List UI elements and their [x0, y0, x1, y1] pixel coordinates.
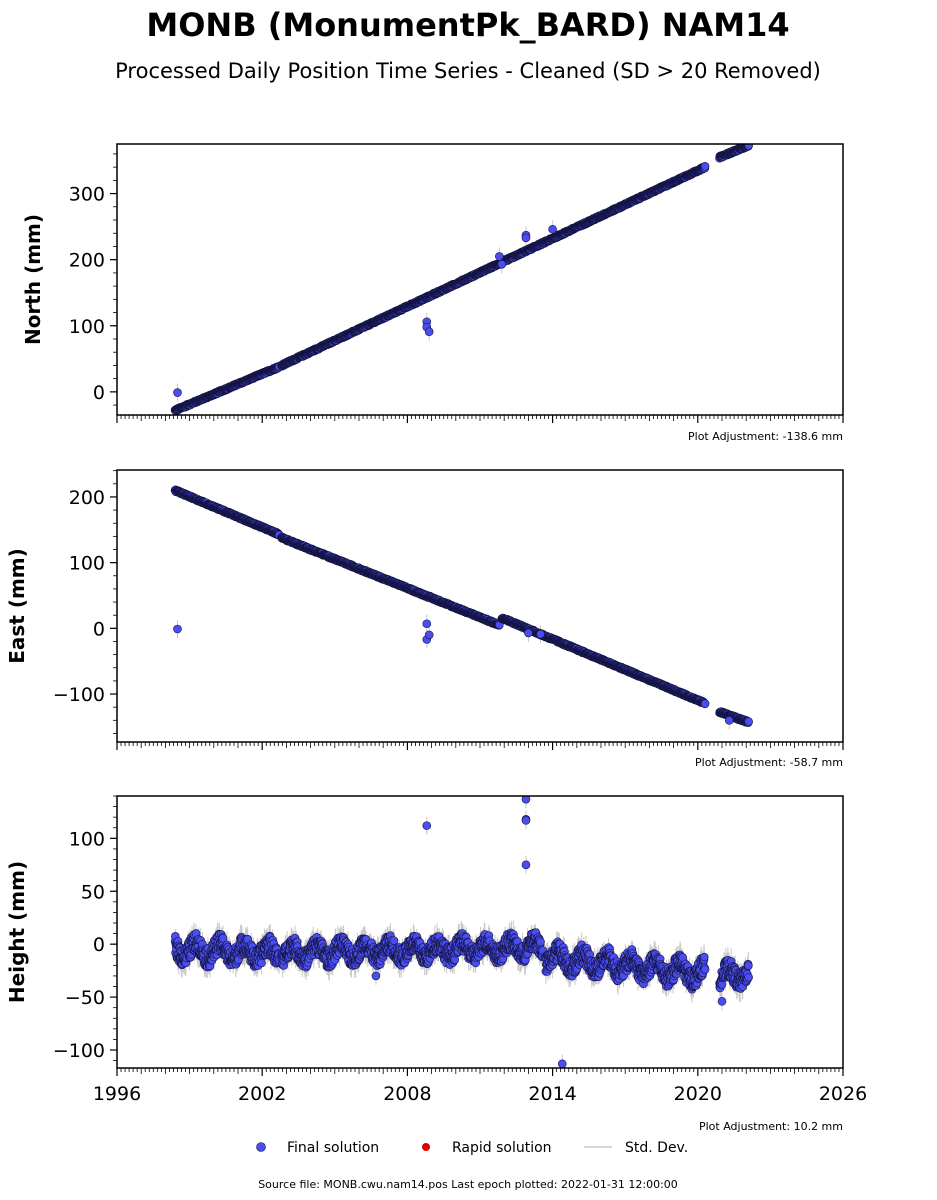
chart-title: MONB (MonumentPk_BARD) NAM14	[146, 6, 789, 44]
outlier-point	[173, 388, 182, 397]
data-point	[744, 144, 753, 150]
y-axis: 0 100 200 300	[69, 153, 117, 406]
plot-adjustment-note: Plot Adjustment: -138.6 mm	[688, 430, 843, 443]
panel-north: 0 100 200 300 North (mm) Plot Adjustment: -13…	[21, 143, 844, 443]
y-tick-label: 200	[69, 250, 105, 272]
axes-frame	[116, 143, 844, 416]
y-tick-label: 0	[93, 382, 105, 404]
x-axis	[116, 415, 844, 423]
outlier-point	[495, 252, 504, 261]
outlier-point	[497, 259, 507, 269]
y-axis-label: North (mm)	[21, 214, 45, 345]
y-tick-label: 300	[69, 184, 105, 206]
data-layer	[170, 485, 753, 730]
data-point	[700, 162, 710, 171]
outlier-point	[424, 327, 434, 337]
data-layer	[170, 144, 753, 415]
chart-subtitle: Processed Daily Position Time Series - C…	[115, 59, 821, 83]
outlier-point	[548, 224, 557, 234]
final-solution-points	[170, 144, 753, 415]
y-tick-label: 100	[69, 316, 105, 338]
outlier-point	[521, 233, 531, 243]
panels: 0 100 200 300 North (mm) Plot Adjustment: -13…	[5, 143, 867, 1133]
